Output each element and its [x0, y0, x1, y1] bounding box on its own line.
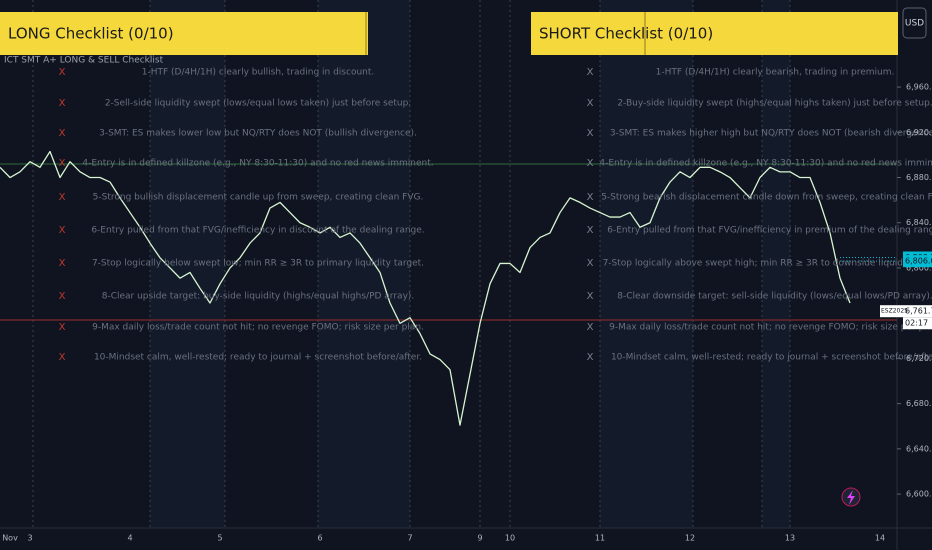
check-mark: X	[59, 225, 66, 236]
session-band	[762, 0, 790, 528]
checklists: LONG Checklist (0/10) SHORT Checklist (0…	[0, 12, 932, 363]
check-item: 10-Mindset calm, well-rested; ready to j…	[94, 353, 422, 363]
y-tick-label: 6,920.00	[906, 128, 932, 137]
x-tick-label: 14	[875, 534, 885, 543]
check-mark: X	[59, 98, 66, 109]
check-item: 8-Clear upside target: buy-side liquidit…	[102, 292, 415, 302]
check-item: 7-Stop logically above swept high; min R…	[603, 259, 932, 269]
x-tick-label: 7	[407, 534, 412, 543]
y-tick-label: 6,960.00	[906, 83, 932, 92]
y-tick-label: 6,800.00	[906, 263, 932, 272]
check-item: 6-Entry pulled from that FVG/inefficienc…	[91, 226, 424, 236]
check-item: 9-Max daily loss/trade count not hit; no…	[609, 323, 932, 333]
check-item: 4-Entry is in defined killzone (e.g., NY…	[599, 159, 932, 169]
x-tick-label: 9	[477, 534, 482, 543]
y-tick-label: 6,840.00	[906, 218, 932, 227]
countdown-box	[903, 317, 932, 330]
x-tick-label: 4	[127, 534, 132, 543]
check-item: 2-Sell-side liquidity swept (lows/equal …	[105, 99, 411, 109]
currency-label[interactable]: USD	[905, 19, 924, 29]
x-tick-label: 10	[505, 534, 515, 543]
check-item: 5-Strong bearish displacement candle dow…	[601, 193, 932, 203]
check-item: 8-Clear downside target: sell-side liqui…	[617, 292, 932, 302]
session-shading	[150, 0, 790, 528]
check-mark: X	[59, 158, 66, 169]
short-title: SHORT Checklist (0/10)	[539, 25, 713, 43]
indicator-label: ICT SMT A+ LONG & SELL Checklist	[4, 56, 164, 66]
alert-bolt	[847, 490, 855, 505]
y-tick-label: 6,640.00	[906, 444, 932, 453]
y-tick-label: 6,720.00	[906, 354, 932, 363]
check-item: 1-HTF (D/4H/1H) clearly bearish, trading…	[656, 68, 895, 78]
check-mark: X	[587, 128, 594, 139]
long-title-box	[0, 12, 368, 55]
price-label: 6,806.00	[905, 257, 932, 266]
price-label-box	[903, 255, 932, 268]
check-item: 2-Buy-side liquidity swept (highs/equal …	[617, 99, 932, 109]
price-label: 6,761.75	[905, 307, 932, 316]
check-item: 9-Max daily loss/trade count not hit; no…	[92, 323, 424, 333]
check-mark: X	[59, 352, 66, 363]
check-item: 10-Mindset calm, well-rested; ready to j…	[611, 353, 932, 363]
symbol-box	[880, 305, 903, 318]
x-tick-label: 5	[217, 534, 222, 543]
session-separators	[32, 0, 791, 528]
symbol-label: ESZ2025	[881, 308, 908, 315]
check-item: 3-SMT: ES makes higher high but NQ/RTY d…	[610, 129, 932, 139]
check-item: 3-SMT: ES makes lower low but NQ/RTY doe…	[99, 129, 417, 139]
price-label-box	[903, 305, 932, 318]
check-mark: X	[59, 258, 66, 269]
check-mark: X	[59, 291, 66, 302]
y-tick-label: 6,600.00	[906, 490, 932, 499]
check-mark: X	[59, 322, 66, 333]
y-tick-label: 6,680.00	[906, 399, 932, 408]
check-mark: X	[587, 322, 594, 333]
check-mark: X	[587, 98, 594, 109]
countdown-label: 02:17	[905, 319, 928, 328]
long-title: LONG Checklist (0/10)	[8, 25, 174, 43]
check-mark: X	[587, 225, 594, 236]
check-item: 1-HTF (D/4H/1H) clearly bullish, trading…	[142, 68, 375, 78]
check-mark: X	[587, 192, 594, 203]
session-band	[318, 0, 410, 528]
x-tick-label: 3	[27, 534, 32, 543]
x-tick-label: 11	[595, 534, 605, 543]
check-mark: X	[59, 128, 66, 139]
check-item: 6-Entry pulled from that FVG/inefficienc…	[607, 226, 932, 236]
currency-button[interactable]	[902, 7, 927, 39]
short-title-box	[531, 12, 898, 55]
price-line	[0, 150, 851, 426]
check-mark: X	[587, 258, 594, 269]
session-band	[600, 0, 693, 528]
check-mark: X	[587, 352, 594, 363]
session-band	[150, 0, 225, 528]
check-mark: X	[587, 158, 594, 169]
check-item: 5-Strong bullish displacement candle up …	[93, 193, 424, 203]
x-tick-label: 6	[317, 534, 322, 543]
check-item: 4-Entry is in defined killzone (e.g., NY…	[82, 159, 433, 169]
x-tick-label: 13	[785, 534, 795, 543]
y-tick-label: 6,880.00	[906, 173, 932, 182]
plot	[0, 150, 897, 426]
check-item: 7-Stop logically below swept low; min RR…	[92, 259, 424, 269]
check-mark: X	[587, 291, 594, 302]
check-mark: X	[59, 67, 66, 78]
x-tick-label: Nov	[2, 534, 18, 543]
x-tick-label: 12	[685, 534, 695, 543]
check-mark: X	[59, 192, 66, 203]
check-mark: X	[587, 67, 594, 78]
